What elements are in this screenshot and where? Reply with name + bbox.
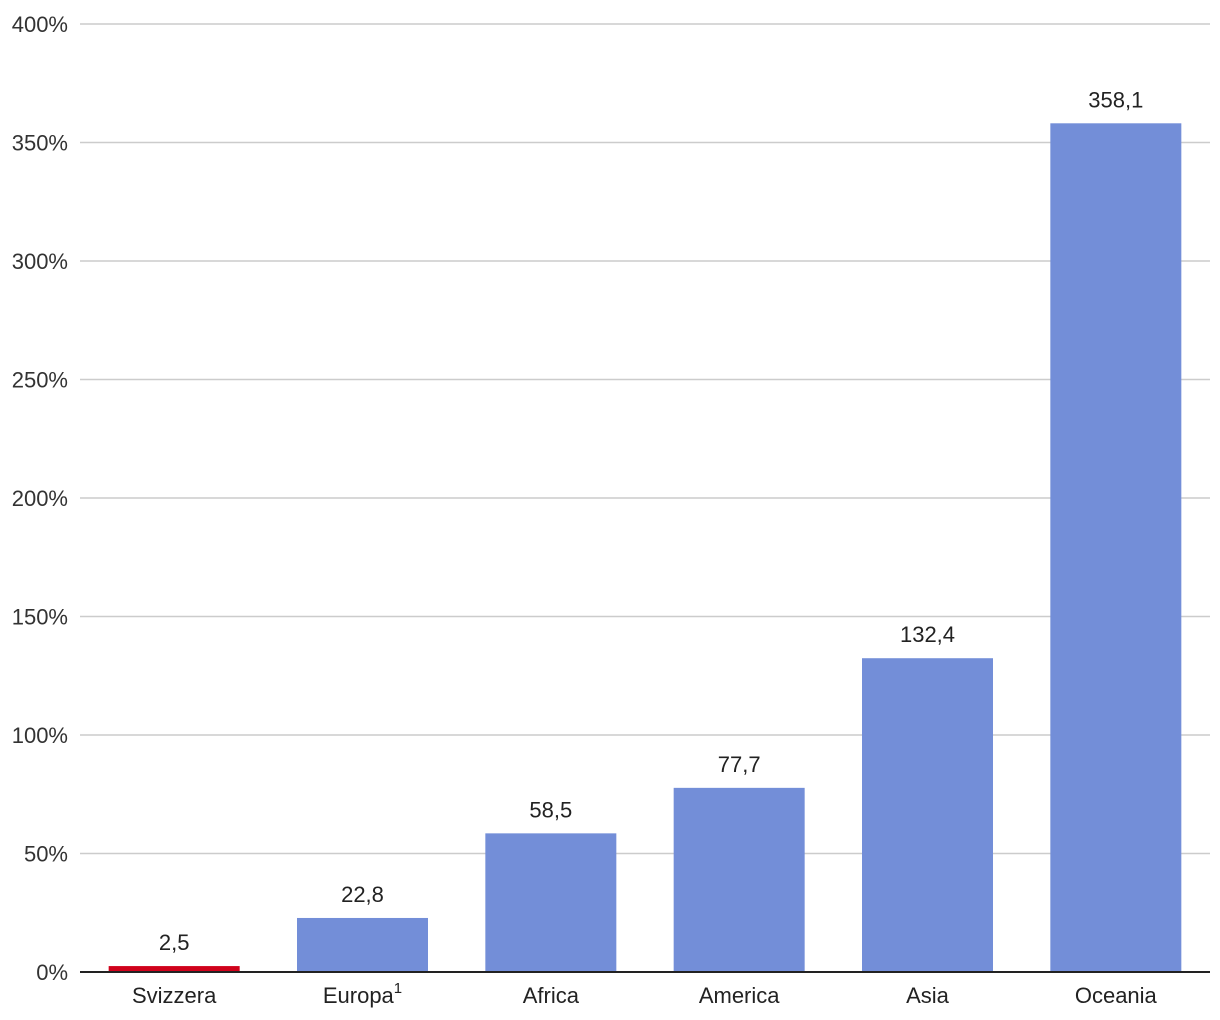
- category-name: Asia: [906, 983, 950, 1008]
- gridlines: [80, 23, 1210, 855]
- data-label: 2,5: [159, 930, 190, 955]
- x-tick-label: Europa1: [323, 980, 402, 1008]
- x-tick-label: America: [699, 983, 780, 1008]
- y-axis-tick-labels: 0% 50% 100% 150% 200% 250% 300% 350% 400%: [12, 12, 68, 985]
- x-axis-category-labels: Svizzera Europa1 Africa America Asia Oceania: [132, 980, 1158, 1008]
- category-name: Svizzera: [132, 983, 217, 1008]
- bar-america: [673, 787, 805, 972]
- bar-africa: [485, 833, 617, 972]
- y-tick-label: 350%: [12, 131, 68, 156]
- y-tick-label: 250%: [12, 368, 68, 393]
- data-label: 22,8: [341, 882, 384, 907]
- footnote-superscript: 1: [394, 980, 402, 997]
- data-label: 358,1: [1088, 87, 1143, 112]
- bar-svizzera: [108, 966, 240, 972]
- bar-europa: [297, 917, 428, 972]
- x-tick-label: Africa: [523, 983, 580, 1008]
- y-tick-label: 200%: [12, 486, 68, 511]
- category-name: Europa: [323, 983, 395, 1008]
- y-tick-label: 50%: [24, 842, 68, 867]
- data-label: 132,4: [900, 622, 955, 647]
- category-name: America: [699, 983, 780, 1008]
- y-tick-label: 100%: [12, 723, 68, 748]
- y-tick-label: 300%: [12, 249, 68, 274]
- data-label: 58,5: [529, 797, 572, 822]
- data-label: 77,7: [718, 752, 761, 777]
- y-tick-label: 150%: [12, 605, 68, 630]
- category-name: Oceania: [1075, 983, 1158, 1008]
- category-name: Africa: [523, 983, 580, 1008]
- y-tick-label: 400%: [12, 12, 68, 37]
- x-tick-label: Asia: [906, 983, 950, 1008]
- x-tick-label: Oceania: [1075, 983, 1158, 1008]
- bar-asia: [862, 658, 993, 972]
- bar-oceania: [1050, 123, 1182, 973]
- bars: [108, 123, 1182, 973]
- data-labels: 2,5 22,8 58,5 77,7 132,4 358,1: [159, 87, 1143, 955]
- x-tick-label: Svizzera: [132, 983, 217, 1008]
- y-tick-label: 0%: [36, 960, 68, 985]
